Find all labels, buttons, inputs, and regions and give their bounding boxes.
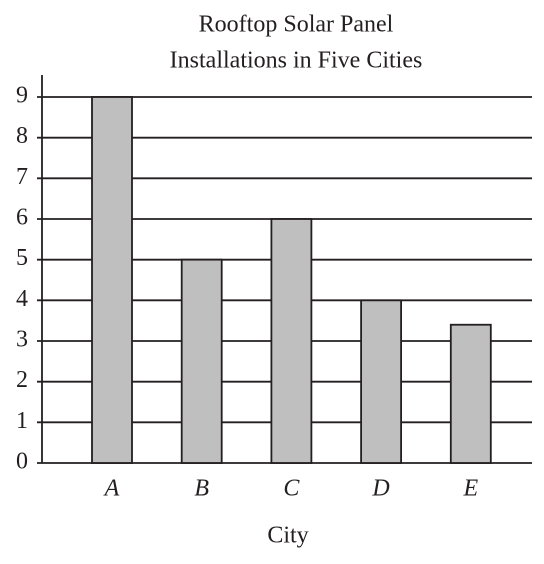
y-tick-label: 6 (16, 205, 28, 231)
x-tick-label: D (371, 476, 389, 502)
y-tick-label: 4 (16, 286, 28, 312)
y-tick-label: 0 (16, 449, 28, 475)
y-tick-label: 1 (16, 408, 28, 434)
bar (360, 299, 403, 464)
bar (180, 258, 223, 464)
y-tick-label: 5 (16, 245, 28, 271)
bar (91, 96, 133, 464)
y-tick-label: 2 (16, 367, 28, 393)
y-tick-label: 7 (16, 164, 28, 190)
x-tick-label: E (462, 476, 478, 502)
y-tick-label: 3 (16, 327, 28, 353)
y-tick-label: 9 (16, 83, 28, 109)
chart-title: Rooftop Solar Panel (199, 12, 394, 38)
x-tick-label: A (103, 476, 120, 502)
bar (270, 218, 313, 464)
chart-title: Installations in Five Cities (170, 48, 423, 74)
x-tick-label: B (194, 476, 209, 502)
y-tick-label: 8 (16, 123, 28, 149)
bar (449, 323, 492, 464)
x-tick-label: C (283, 476, 300, 502)
x-axis-label: City (267, 523, 308, 549)
